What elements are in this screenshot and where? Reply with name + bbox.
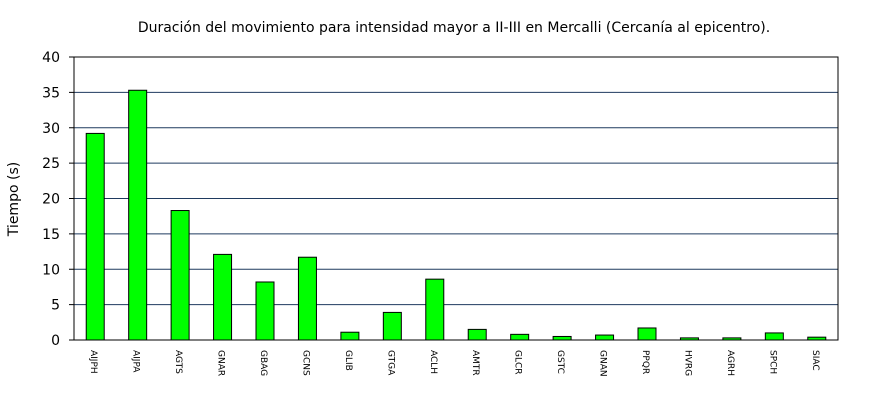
bar-gnar	[213, 253, 233, 341]
x-tick-label: GSTC	[555, 350, 565, 374]
y-tick-label: 15	[42, 227, 60, 243]
x-tick-label: HVRG	[682, 350, 692, 376]
x-tick-label: GLIB	[343, 350, 353, 371]
x-tick-label: AIJPH	[88, 350, 98, 374]
bar-ppqr	[637, 327, 657, 341]
x-tick-label: SIAC	[810, 350, 820, 371]
y-tick-label: 20	[42, 192, 60, 208]
bar-gbag	[255, 281, 275, 341]
x-tick-label: GTGA	[385, 350, 395, 376]
y-tick-label: 35	[42, 85, 60, 101]
x-tick-label: GNAR	[216, 350, 226, 376]
x-tick-labels: AIJPH AIJPA AGTS GNAR GBAG GCNS GLIB GTGA ACLH AM…	[88, 350, 820, 377]
bars	[85, 89, 827, 341]
bar-glib	[340, 331, 360, 341]
plot-frame	[69, 56, 839, 341]
bar-aclh	[425, 278, 445, 341]
chart-title: Duración del movimiento para intensidad …	[138, 20, 770, 36]
y-tick-label: 0	[51, 333, 60, 349]
x-tick-label: GNAN	[598, 350, 608, 377]
x-tick-label: GBAG	[258, 350, 268, 376]
y-tick-label: 5	[51, 298, 60, 314]
bar-agts	[170, 210, 190, 341]
bar-gstc	[552, 335, 572, 341]
y-tick-labels: 0 5 10 15 20 25 30 35 40	[42, 50, 60, 349]
bar-gcns	[297, 256, 317, 341]
x-tick-label: AMTR	[470, 350, 480, 376]
x-tick-label: ACLH	[428, 350, 438, 374]
bar-gtga	[382, 311, 402, 341]
y-tick-label: 40	[42, 50, 60, 66]
x-tick-label: AGTS	[173, 350, 183, 374]
x-tick-label: GCNS	[300, 350, 310, 376]
bar-gnan	[595, 334, 615, 341]
x-tick-label: AGRH	[725, 350, 735, 376]
gridlines	[74, 91, 838, 306]
bar-aijpa	[128, 89, 148, 341]
y-tick-label: 10	[42, 262, 60, 278]
y-tick-label: 25	[42, 156, 60, 172]
x-tick-label: SPCH	[767, 350, 777, 374]
bar-glcr	[510, 333, 530, 341]
x-tick-label: AIJPA	[131, 350, 141, 373]
bar-spch	[764, 332, 784, 341]
y-axis-label: Tiempo (s)	[6, 162, 22, 237]
x-tick-label: GLCR	[513, 350, 523, 375]
y-tick-label: 30	[42, 121, 60, 137]
x-tick-label: PPQR	[640, 350, 650, 374]
bar-aijph	[85, 132, 105, 341]
bar-amtr	[467, 328, 487, 341]
